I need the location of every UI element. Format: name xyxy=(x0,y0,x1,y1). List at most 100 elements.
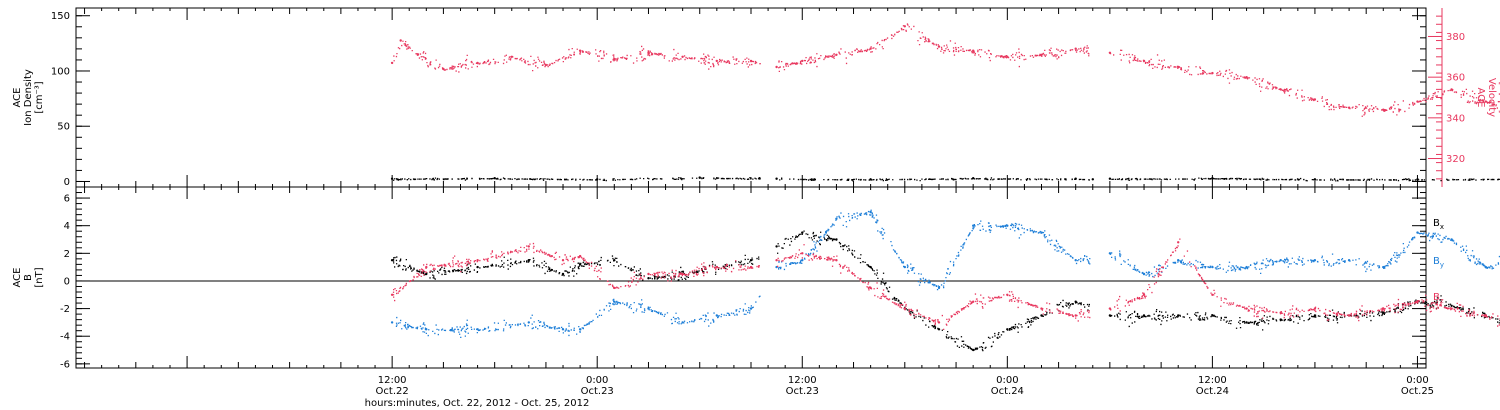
bottom-ytick-label: -6 xyxy=(60,359,70,370)
top-data-point-pink xyxy=(1142,59,1146,63)
bottom-ytick-label: -2 xyxy=(60,304,70,315)
top-ylabel-right-line: Velocity xyxy=(1486,78,1497,117)
top-data-point-pink xyxy=(749,59,753,63)
bottom-data-point-pink xyxy=(390,293,394,296)
x-axis-title: hours:minutes, Oct. 22, 2012 - Oct. 25, … xyxy=(365,398,590,409)
bottom-data-point-black xyxy=(1245,321,1248,324)
bottom-data-point-blue xyxy=(715,314,718,317)
bottom-data-point-pink xyxy=(1006,293,1009,296)
top-ytick-label: 100 xyxy=(51,66,70,77)
bottom-data-point-pink xyxy=(1245,307,1248,310)
bottom-data-point-pink xyxy=(476,259,479,262)
bottom-data-point-black xyxy=(527,259,530,262)
top-data-point-pink xyxy=(416,53,419,56)
legend-entry-black: Bx xyxy=(1433,218,1444,231)
top-ytick-label: 0 xyxy=(64,177,70,188)
bottom-data-point-black xyxy=(937,328,941,331)
bottom-ytick-label: 2 xyxy=(64,249,70,260)
bottom-ytick-label: -4 xyxy=(60,332,70,343)
bottom-series-black xyxy=(390,230,1500,352)
bottom-data-point-pink xyxy=(1142,293,1146,296)
top-ylabel-right-line: ACE xyxy=(1475,88,1486,108)
bottom-data-point-blue xyxy=(1211,265,1214,269)
top-data-point-pink xyxy=(715,59,718,63)
top-data-point-black xyxy=(1313,178,1317,181)
top-data-point-pink xyxy=(1245,76,1248,79)
bottom-data-point-black xyxy=(801,231,804,234)
bottom-ylabel-line: ACE xyxy=(12,268,23,288)
legend-subscript: y xyxy=(1440,261,1444,269)
top-data-point-pink xyxy=(1108,51,1112,54)
bottom-data-point-pink xyxy=(613,286,616,290)
bottom-data-point-blue xyxy=(1382,265,1385,269)
bottom-data-point-blue xyxy=(561,328,565,331)
bottom-data-point-blue xyxy=(801,259,804,262)
bottom-data-point-black xyxy=(972,348,975,352)
bottom-data-point-blue xyxy=(425,328,428,331)
x-tick-label-date: Oct.23 xyxy=(581,386,614,397)
top-data-point-pink xyxy=(1279,88,1282,91)
top-data-point-black xyxy=(758,177,761,180)
top-data-point-pink xyxy=(775,65,778,69)
bottom-data-point-black xyxy=(1108,314,1112,317)
x-tick-label-time: 0:00 xyxy=(586,375,608,386)
top-data-point-pink xyxy=(613,57,616,61)
bottom-data-point-black xyxy=(1279,318,1282,321)
top-data-point-pink xyxy=(1382,108,1385,111)
bottom-data-point-pink xyxy=(1416,300,1419,303)
bottom-data-point-blue xyxy=(1040,231,1043,234)
top-ylabel-line: [cm⁻³] xyxy=(34,81,45,113)
top-ytick-label: 50 xyxy=(57,122,70,133)
bottom-data-point-pink xyxy=(937,321,941,324)
bottom-data-point-blue xyxy=(835,217,838,220)
bottom-series-pink xyxy=(390,238,1500,330)
bottom-data-point-pink xyxy=(1074,314,1077,317)
bottom-data-point-black xyxy=(476,265,479,269)
top-data-point-pink xyxy=(1177,65,1180,69)
legend-subscript: x xyxy=(1440,223,1444,231)
top-data-point-pink xyxy=(972,49,975,52)
top-data-point-pink xyxy=(476,61,479,65)
x-tick-label-time: 12:00 xyxy=(378,375,407,386)
bottom-data-point-pink xyxy=(1313,307,1317,310)
bottom-data-point-pink xyxy=(1211,293,1214,296)
bottom-data-point-pink xyxy=(972,300,975,303)
bottom-data-point-pink xyxy=(578,254,582,258)
bottom-data-point-blue xyxy=(972,224,975,227)
bottom-data-point-pink xyxy=(775,259,778,262)
bottom-data-point-pink xyxy=(681,272,684,276)
top-series-black xyxy=(390,176,1500,182)
bottom-data-point-blue xyxy=(476,328,479,331)
x-tick-label-date: Oct.24 xyxy=(991,386,1024,397)
x-tick-label-date: Oct.24 xyxy=(1196,386,1229,397)
bottom-data-point-black xyxy=(869,265,872,269)
top-ylabel-line: Ion Density xyxy=(23,69,34,126)
bottom-data-point-pink xyxy=(1177,241,1180,244)
bottom-data-point-blue xyxy=(1108,252,1112,255)
bottom-data-point-black xyxy=(578,263,582,266)
bottom-data-point-pink xyxy=(1450,307,1453,310)
bottom-data-point-pink xyxy=(1347,314,1351,317)
x-tick-label-time: 12:00 xyxy=(1198,375,1227,386)
bottom-data-point-pink xyxy=(527,245,530,248)
bottom-data-point-black xyxy=(1006,328,1009,331)
bottom-ytick-label: 0 xyxy=(64,276,70,287)
bottom-ylabel-line: B xyxy=(23,274,34,281)
bottom-data-point-black xyxy=(647,277,650,280)
bottom-data-point-pink xyxy=(1484,314,1488,317)
top-data-point-black xyxy=(775,177,778,180)
top-data-point-pink xyxy=(1006,55,1009,58)
bottom-data-point-black xyxy=(1313,314,1317,317)
top-ylabel-line: ACE xyxy=(12,88,23,108)
bottom-data-point-blue xyxy=(390,321,394,324)
bottom-data-point-pink xyxy=(1040,307,1043,310)
bottom-data-point-pink xyxy=(903,307,906,310)
top-data-point-pink xyxy=(1040,53,1043,56)
top-data-point-pink xyxy=(1313,98,1317,101)
bottom-data-point-blue xyxy=(681,321,684,324)
top-data-point-pink xyxy=(390,61,394,65)
bottom-data-point-pink xyxy=(1279,311,1282,314)
bottom-data-point-blue xyxy=(647,307,650,310)
bottom-ytick-label: 6 xyxy=(64,194,70,205)
